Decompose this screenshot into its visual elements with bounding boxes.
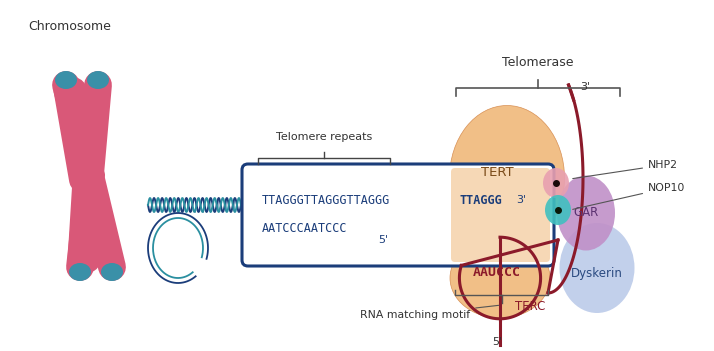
Text: RNA matching motif: RNA matching motif [360, 305, 499, 320]
Text: Dyskerin: Dyskerin [571, 266, 623, 279]
Text: NOP10: NOP10 [573, 183, 685, 210]
Text: TTAGGG: TTAGGG [460, 193, 503, 206]
Ellipse shape [557, 176, 615, 251]
Text: TERC: TERC [515, 300, 545, 313]
Text: AATCCCAATCCC: AATCCCAATCCC [262, 221, 348, 234]
Text: TERT: TERT [481, 166, 513, 179]
Text: 5': 5' [492, 337, 502, 347]
Text: Chromosome: Chromosome [28, 20, 111, 33]
Ellipse shape [87, 71, 109, 89]
Text: AAUCCC: AAUCCC [473, 266, 521, 279]
FancyBboxPatch shape [242, 164, 554, 266]
Text: GAR: GAR [573, 206, 598, 219]
Ellipse shape [69, 263, 91, 281]
Text: Telomerase: Telomerase [502, 56, 574, 69]
Ellipse shape [560, 223, 635, 313]
Ellipse shape [450, 106, 565, 251]
Ellipse shape [75, 164, 105, 186]
Text: 3': 3' [516, 195, 526, 205]
FancyBboxPatch shape [451, 168, 550, 262]
Ellipse shape [543, 168, 569, 198]
Text: NHP2: NHP2 [573, 160, 678, 179]
Ellipse shape [450, 238, 550, 318]
Text: TTAGGGTTAGGGTTAGGG: TTAGGGTTAGGGTTAGGG [262, 193, 391, 206]
Text: 3': 3' [580, 82, 590, 92]
Ellipse shape [545, 195, 571, 225]
Text: 5': 5' [378, 235, 388, 245]
Ellipse shape [101, 263, 123, 281]
Ellipse shape [55, 71, 77, 89]
Text: Telomere repeats: Telomere repeats [276, 132, 372, 142]
